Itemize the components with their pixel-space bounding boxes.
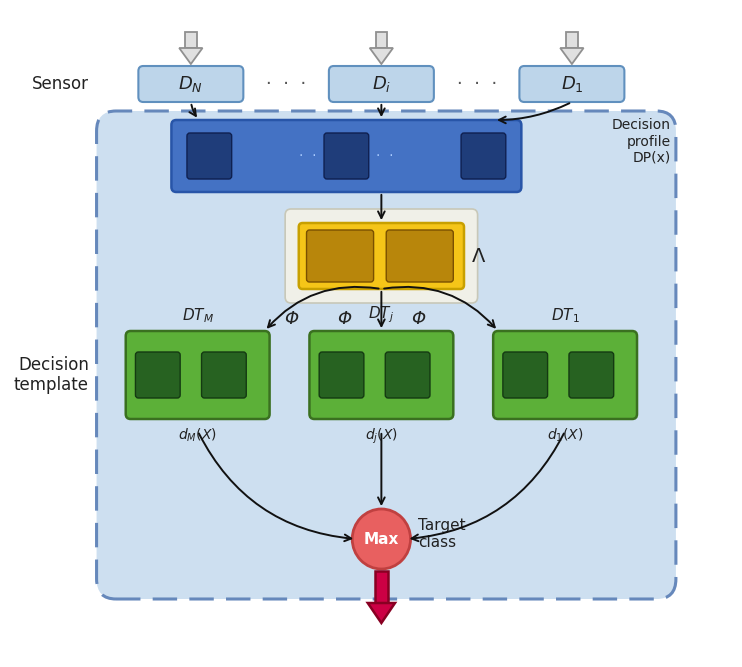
FancyBboxPatch shape [309,331,453,419]
Text: Max: Max [364,532,399,546]
Text: ·  ·: · · [299,149,317,163]
Polygon shape [375,32,387,48]
Circle shape [352,509,410,569]
Text: Decision
template: Decision template [14,356,89,394]
Polygon shape [370,48,393,64]
FancyBboxPatch shape [569,352,614,398]
FancyBboxPatch shape [503,352,548,398]
FancyBboxPatch shape [324,133,369,179]
FancyBboxPatch shape [299,223,464,289]
Text: ·  ·  ·: · · · [266,75,306,93]
Text: $DT_M$: $DT_M$ [182,306,214,325]
Polygon shape [560,48,583,64]
Text: Φ: Φ [411,310,425,328]
Text: $D_N$: $D_N$ [178,74,203,94]
FancyBboxPatch shape [171,120,522,192]
FancyBboxPatch shape [319,352,364,398]
FancyBboxPatch shape [285,209,478,303]
Text: $D_1$: $D_1$ [560,74,583,94]
Text: $d_j(X)$: $d_j(X)$ [365,427,398,446]
FancyBboxPatch shape [138,66,243,102]
Polygon shape [566,32,578,48]
Text: Φ: Φ [338,310,352,328]
Polygon shape [375,571,387,603]
FancyBboxPatch shape [187,133,232,179]
Text: Decision
profile
DP(x): Decision profile DP(x) [612,119,671,165]
Polygon shape [179,48,203,64]
FancyBboxPatch shape [385,352,430,398]
Text: $D_i$: $D_i$ [372,74,391,94]
Text: $d_1(X)$: $d_1(X)$ [547,427,583,444]
Text: Sensor: Sensor [32,75,89,93]
FancyBboxPatch shape [519,66,624,102]
Text: Λ: Λ [472,247,485,265]
FancyBboxPatch shape [329,66,434,102]
FancyBboxPatch shape [96,111,676,599]
Text: $d_M(X)$: $d_M(X)$ [178,427,217,444]
Text: ·  ·  ·: · · · [456,75,496,93]
Polygon shape [185,32,197,48]
Polygon shape [368,603,395,623]
Text: Φ: Φ [284,310,298,328]
Text: $DT_j$: $DT_j$ [368,304,394,325]
FancyBboxPatch shape [493,331,637,419]
FancyBboxPatch shape [125,331,269,419]
Text: ·  ·: · · [376,149,393,163]
FancyBboxPatch shape [202,352,246,398]
FancyBboxPatch shape [461,133,506,179]
FancyBboxPatch shape [387,230,453,282]
FancyBboxPatch shape [306,230,374,282]
Text: $DT_1$: $DT_1$ [551,306,580,325]
FancyBboxPatch shape [136,352,180,398]
Text: Target
class: Target class [418,518,466,550]
